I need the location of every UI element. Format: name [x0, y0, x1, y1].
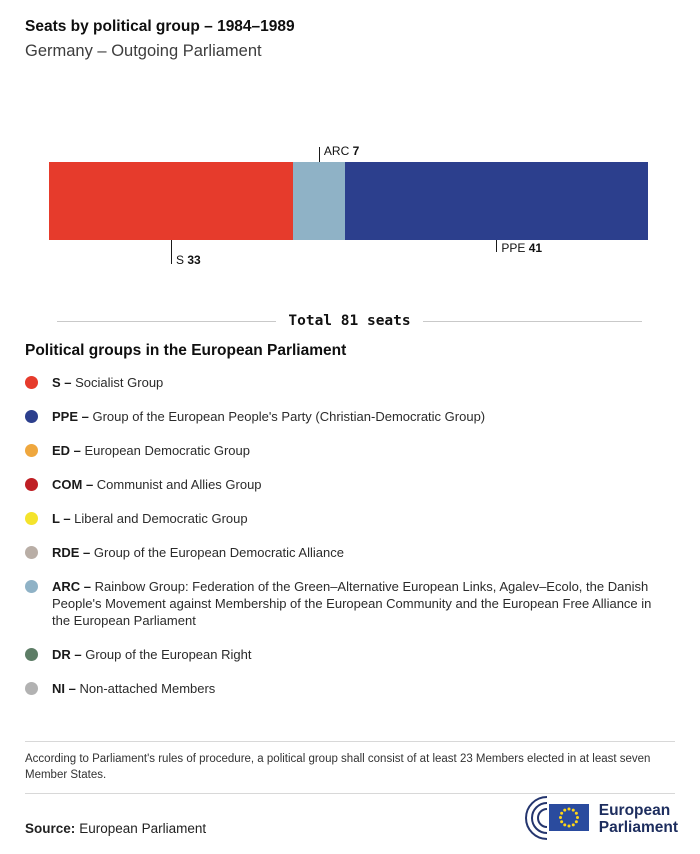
legend-item-text: ED – European Democratic Group [52, 443, 250, 458]
legend-item-com: COM – Communist and Allies Group [25, 476, 673, 493]
legend-dot [25, 648, 38, 661]
legend-item-s: S – Socialist Group [25, 374, 673, 391]
legend-dot [25, 682, 38, 695]
stacked-bar [49, 162, 648, 240]
legend-dot [25, 478, 38, 491]
legend-dot [25, 580, 38, 593]
legend-dot [25, 512, 38, 525]
bar-segment-s [49, 162, 294, 240]
legend-item-text: RDE – Group of the European Democratic A… [52, 545, 344, 560]
total-divider: Total 81 seats [57, 313, 642, 329]
callout-label: ARC 7 [323, 144, 360, 158]
legend-dot [25, 546, 38, 559]
bar-segment-ppe [344, 162, 648, 240]
bar-callouts: S 33 ARC 7 PPE 41 [49, 144, 648, 267]
ep-logo-line2: Parliament [598, 819, 678, 836]
callout-tick [171, 240, 173, 264]
page-subtitle: Germany – Outgoing Parliament [25, 42, 262, 60]
callout-tick [318, 147, 320, 162]
legend-dot [25, 376, 38, 389]
eu-stars [558, 807, 579, 828]
hemicycle-arc [524, 796, 547, 840]
ep-logo-text: European Parliament [599, 802, 678, 836]
hemicycle-arc [536, 808, 547, 828]
ep-logo-icon [524, 796, 589, 840]
ep-logo: European Parliament [513, 794, 678, 844]
callout-label: S 33 [176, 253, 201, 267]
legend-list: S – Socialist Group PPE – Group of the Eu… [25, 374, 673, 714]
legend-dot [25, 444, 38, 457]
legend-dot [25, 410, 38, 423]
total-seats-label: Total 81 seats [288, 313, 411, 329]
source-label: Source: [25, 821, 76, 836]
legend-item-rde: RDE – Group of the European Democratic A… [25, 544, 673, 561]
legend-heading: Political groups in the European Parliam… [25, 342, 347, 359]
divider-line-right [422, 320, 642, 322]
legend-item-text: PPE – Group of the European People's Par… [52, 409, 486, 424]
legend-item-text: NI – Non-attached Members [52, 681, 216, 696]
legend-item-arc: ARC – Rainbow Group: Federation of the G… [25, 578, 673, 629]
source-value: European Parliament [79, 821, 207, 836]
legend-item-ed: ED – European Democratic Group [25, 442, 673, 459]
divider-line-left [57, 320, 277, 322]
legend-item-text: COM – Communist and Allies Group [52, 477, 262, 492]
legend-item-ni: NI – Non-attached Members [25, 680, 673, 697]
callout-label: PPE 41 [501, 241, 543, 255]
hemicycle-arc [530, 802, 547, 834]
callout-tick [496, 240, 498, 252]
bar-segment-arc [293, 162, 345, 240]
legend-item-text: L – Liberal and Democratic Group [52, 511, 248, 526]
legend-item-ppe: PPE – Group of the European People's Par… [25, 408, 673, 425]
source-line: Source: European Parliament [25, 821, 206, 836]
legend-item-dr: DR – Group of the European Right [25, 646, 673, 663]
legend-item-text: DR – Group of the European Right [52, 647, 252, 662]
footnote: According to Parliament's rules of proce… [25, 741, 675, 794]
legend-item-text: S – Socialist Group [52, 375, 164, 390]
seats-chart: S 33 ARC 7 PPE 41 [49, 144, 648, 267]
ep-logo-line1: European [598, 802, 671, 819]
legend-item-l: L – Liberal and Democratic Group [25, 510, 673, 527]
page-title: Seats by political group – 1984–1989 [25, 18, 295, 35]
legend-item-text: ARC – Rainbow Group: Federation of the G… [52, 579, 652, 628]
